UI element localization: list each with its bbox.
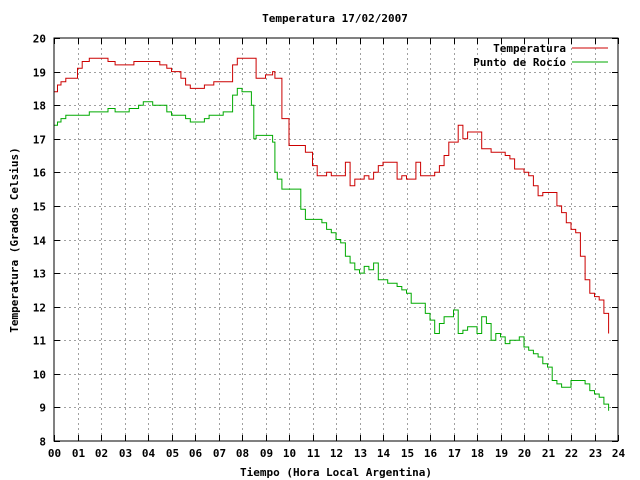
x-tick-label: 05 — [166, 447, 179, 460]
x-tick-label: 16 — [424, 447, 438, 460]
x-tick-label: 02 — [95, 447, 108, 460]
x-tick-label: 04 — [142, 447, 156, 460]
x-tick-label: 00 — [48, 447, 61, 460]
y-axis-tick-labels: 8 9 10 11 12 13 14 15 16 17 18 19 20 — [33, 33, 47, 449]
y-tick-label: 13 — [33, 268, 46, 281]
x-tick-label: 20 — [518, 447, 531, 460]
y-tick-label: 18 — [33, 100, 46, 113]
x-tick-label: 14 — [377, 447, 391, 460]
legend-label-punto-de-rocio: Punto de Rocío — [473, 56, 566, 69]
x-tick-label: 12 — [330, 447, 343, 460]
x-tick-label: 18 — [471, 447, 484, 460]
x-tick-label: 09 — [260, 447, 273, 460]
x-tick-label: 15 — [401, 447, 414, 460]
x-tick-label: 01 — [72, 447, 86, 460]
y-tick-label: 9 — [39, 402, 46, 415]
x-tick-label: 11 — [307, 447, 321, 460]
y-tick-label: 16 — [33, 167, 47, 180]
y-axis-label: Temperatura (Grados Celsius) — [8, 147, 21, 332]
x-tick-label: 07 — [213, 447, 226, 460]
y-tick-label: 15 — [33, 201, 46, 214]
y-tick-label: 17 — [33, 134, 46, 147]
x-tick-label: 13 — [354, 447, 367, 460]
x-tick-label: 06 — [189, 447, 203, 460]
legend-label-temperatura: Temperatura — [493, 42, 566, 55]
x-tick-label: 22 — [565, 447, 578, 460]
legend: Temperatura Punto de Rocío — [473, 42, 608, 69]
y-tick-label: 14 — [33, 235, 47, 248]
x-tick-label: 10 — [283, 447, 296, 460]
x-tick-label: 24 — [612, 447, 626, 460]
y-tick-label: 20 — [33, 33, 46, 46]
x-tick-label: 17 — [448, 447, 461, 460]
plot-frame — [53, 37, 619, 442]
x-tick-label: 23 — [589, 447, 602, 460]
series-line-punto-de-rocio — [54, 87, 610, 411]
y-tick-label: 19 — [33, 67, 46, 80]
x-tick-label: 08 — [236, 447, 249, 460]
x-tick-label: 21 — [542, 447, 556, 460]
chart-title: Temperatura 17/02/2007 — [262, 12, 408, 25]
series-lines — [54, 57, 610, 411]
series-line-temperatura — [54, 57, 610, 334]
y-tick-label: 8 — [39, 436, 46, 449]
y-tick-label: 11 — [33, 335, 47, 348]
x-tick-label: 19 — [495, 447, 508, 460]
y-tick-label: 12 — [33, 302, 46, 315]
x-tick-label: 03 — [119, 447, 132, 460]
x-axis-tick-labels: 00 01 02 03 04 05 06 07 08 09 10 11 12 13 14 15 16 17 18 19… — [48, 447, 626, 460]
x-axis-label: Tiempo (Hora Local Argentina) — [240, 466, 432, 479]
y-tick-label: 10 — [33, 369, 46, 382]
